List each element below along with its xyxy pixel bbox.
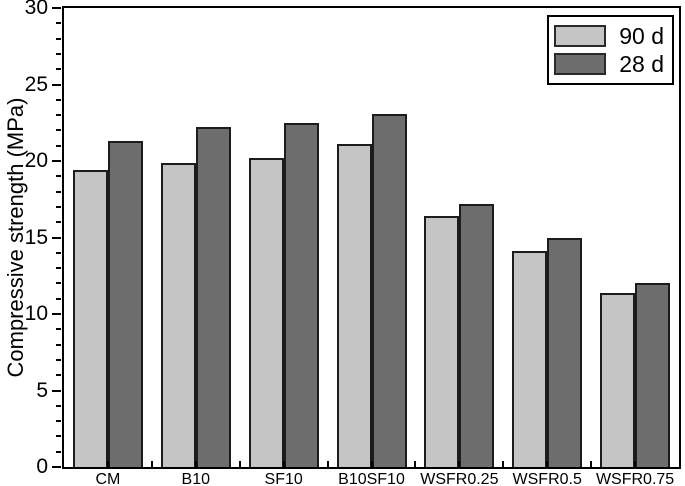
y-major-tick bbox=[52, 466, 61, 468]
legend-label: 28 d bbox=[619, 51, 664, 77]
y-minor-tick bbox=[56, 129, 61, 132]
y-major-tick bbox=[52, 7, 61, 9]
y-minor-tick bbox=[56, 175, 61, 178]
x-tick-label: WSFR0.25 bbox=[420, 471, 499, 486]
y-tick-label: 0 bbox=[36, 455, 48, 478]
bar-28d-B10SF10 bbox=[371, 113, 407, 467]
x-axis-tick bbox=[282, 461, 285, 467]
y-minor-tick bbox=[56, 343, 61, 346]
x-axis-tick bbox=[546, 461, 549, 467]
bar-90d-CM bbox=[72, 170, 108, 467]
y-minor-tick bbox=[56, 328, 61, 331]
bar-28d-WSFR0.5 bbox=[547, 237, 583, 467]
bar-90d-SF10 bbox=[248, 157, 284, 467]
y-minor-tick bbox=[56, 374, 61, 377]
y-minor-tick bbox=[56, 205, 61, 208]
y-minor-tick bbox=[56, 435, 61, 438]
legend: 90 d 28 d bbox=[547, 15, 674, 85]
x-tick-label: SF10 bbox=[264, 471, 303, 486]
bar-90d-WSFR0.25 bbox=[424, 216, 460, 467]
y-minor-tick bbox=[56, 404, 61, 407]
x-axis-tick bbox=[370, 461, 373, 467]
y-minor-tick bbox=[56, 37, 61, 40]
y-minor-tick bbox=[56, 144, 61, 147]
bar-28d-WSFR0.25 bbox=[459, 203, 495, 467]
x-axis-tick bbox=[326, 461, 329, 467]
x-axis-tick bbox=[502, 461, 505, 467]
legend-swatch bbox=[554, 53, 607, 75]
y-minor-tick bbox=[56, 267, 61, 270]
x-tick-label: WSFR0.5 bbox=[512, 471, 582, 486]
legend-label: 90 d bbox=[619, 23, 664, 49]
x-axis-tick bbox=[194, 461, 197, 467]
bar-90d-B10SF10 bbox=[336, 144, 372, 467]
y-tick-label: 10 bbox=[24, 302, 48, 325]
x-axis-tick bbox=[634, 461, 637, 467]
x-tick-label: WSFR0.75 bbox=[595, 471, 675, 486]
y-major-tick bbox=[52, 83, 61, 86]
bar-90d-WSFR0.5 bbox=[512, 251, 548, 467]
y-major-tick bbox=[52, 160, 61, 162]
bar-28d-B10 bbox=[195, 127, 231, 467]
x-tick-label: CM bbox=[95, 471, 121, 486]
plot-area: 90 d 28 d bbox=[62, 6, 681, 469]
bar-28d-WSFR0.75 bbox=[635, 283, 671, 467]
x-axis-tick bbox=[590, 461, 593, 467]
y-minor-tick bbox=[56, 358, 61, 361]
x-axis-tick bbox=[106, 461, 109, 467]
x-tick-label: B10SF10 bbox=[338, 471, 405, 486]
y-tick-label: 5 bbox=[36, 378, 48, 402]
y-major-tick bbox=[52, 313, 61, 315]
y-minor-tick bbox=[56, 420, 61, 423]
y-major-tick bbox=[52, 236, 61, 239]
bar-90d-B10 bbox=[160, 162, 196, 467]
y-tick-label: 25 bbox=[24, 72, 48, 96]
bar-28d-SF10 bbox=[283, 122, 319, 467]
y-tick-label: 15 bbox=[24, 225, 48, 249]
legend-row: 90 d bbox=[554, 23, 664, 49]
y-major-tick bbox=[52, 389, 61, 392]
y-tick-label: 30 bbox=[24, 0, 48, 19]
x-axis-tick bbox=[238, 461, 241, 467]
y-minor-tick bbox=[56, 221, 61, 224]
x-axis-tick bbox=[414, 461, 417, 467]
y-minor-tick bbox=[56, 114, 61, 117]
y-minor-tick bbox=[56, 251, 61, 254]
x-axis-tick bbox=[150, 461, 153, 467]
y-minor-tick bbox=[56, 98, 61, 101]
y-minor-tick bbox=[56, 52, 61, 55]
y-tick-label: 20 bbox=[24, 149, 48, 172]
y-minor-tick bbox=[56, 450, 61, 453]
legend-row: 28 d bbox=[554, 51, 664, 77]
x-axis-tick bbox=[458, 461, 461, 467]
y-minor-tick bbox=[56, 297, 61, 300]
y-minor-tick bbox=[56, 190, 61, 193]
y-minor-tick bbox=[56, 282, 61, 285]
bar-28d-CM bbox=[107, 141, 143, 467]
legend-swatch bbox=[554, 25, 607, 47]
bar-90d-WSFR0.75 bbox=[600, 292, 636, 467]
x-tick-label: B10 bbox=[181, 471, 211, 486]
y-minor-tick bbox=[56, 22, 61, 25]
y-minor-tick bbox=[56, 68, 61, 71]
